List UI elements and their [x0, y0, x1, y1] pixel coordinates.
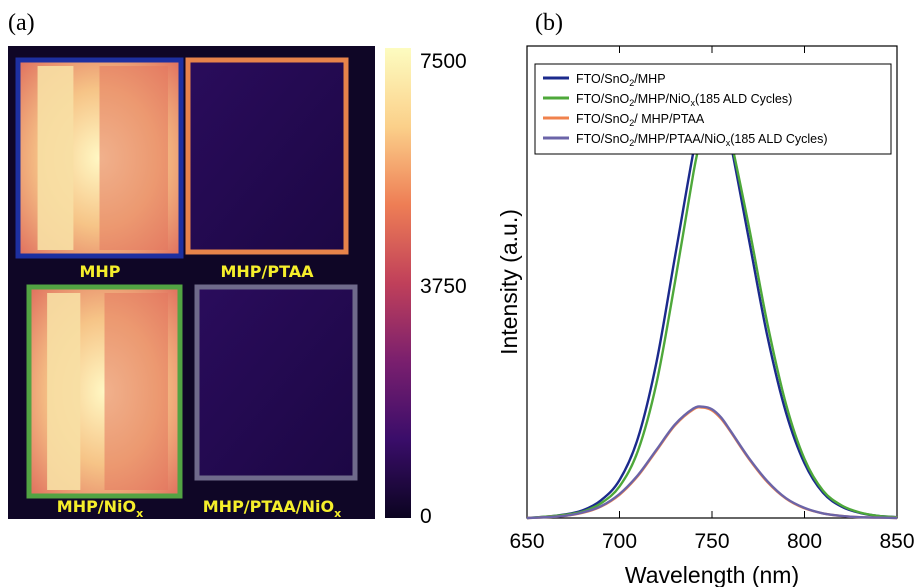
- tile-image: [188, 60, 346, 252]
- legend-label-sub: 2: [629, 118, 634, 128]
- legend-label: FTO/SnO2/MHP/PTAA/NiOx(185 ALD Cycles): [576, 132, 828, 148]
- colorbar-gradient: [385, 48, 411, 518]
- legend-label-part: (185 ALD Cycles): [730, 132, 827, 146]
- legend-entry: FTO/SnO2/MHP/PTAA/NiOx(185 ALD Cycles): [543, 132, 828, 148]
- tile-label-main: MHP/NiO: [57, 497, 136, 516]
- tile-dim-region: [99, 66, 168, 250]
- x-tick-label: 850: [879, 530, 914, 553]
- legend-label-part: FTO/SnO: [576, 132, 630, 146]
- tile-border: [15, 57, 184, 259]
- x-tick-label: 800: [787, 530, 822, 553]
- tile-mhp: MHP: [15, 57, 184, 281]
- tile-label-main: MHP/PTAA: [220, 262, 314, 281]
- colorbar-max-label: 7500: [420, 50, 467, 73]
- x-tick-label: 650: [509, 530, 544, 553]
- series-line-3: [526, 405, 898, 520]
- panel-b-label: (b): [535, 10, 563, 36]
- legend-label-sub: 2: [629, 138, 634, 148]
- colorbar-min-label: 0: [420, 505, 432, 528]
- tile-label-main: MHP: [79, 262, 120, 281]
- tile-label: MHP/PTAA/NiOx: [203, 497, 341, 520]
- panel-a-label: (a): [8, 10, 35, 36]
- legend-label-sub: 2: [629, 78, 634, 88]
- tile-mhp-ptaa: MHP/PTAA: [185, 57, 349, 281]
- tile-label-main: MHP/PTAA/NiO: [203, 497, 334, 516]
- tile-bright-band: [37, 66, 74, 250]
- legend-label-part: FTO/SnO: [576, 112, 630, 126]
- legend-label-part: FTO/SnO: [576, 72, 630, 86]
- tile-label: MHP: [79, 262, 120, 281]
- colorbar-mid-label: 3750: [420, 275, 467, 298]
- y-axis-label: Intensity (a.u.): [496, 209, 522, 355]
- tile-label-sub: x: [136, 507, 143, 520]
- pl-spectrum-chart: 650 700 750 800 850 FTO/SnO2/MHPFTO/SnO2/MHP…: [496, 45, 915, 587]
- legend-label-part: /MHP: [634, 72, 665, 86]
- tile-image: [197, 287, 355, 478]
- tile-label: MHP/PTAA: [220, 262, 314, 281]
- tile-border: [185, 57, 349, 255]
- tile-dim-region: [104, 293, 168, 490]
- legend-label-part: /MHP/PTAA/NiO: [634, 132, 726, 146]
- tile-mhp-niox: MHP/NiOx: [26, 284, 183, 520]
- legend-entry: FTO/SnO2/MHP: [543, 72, 666, 88]
- tile-mhp-ptaa-niox: MHP/PTAA/NiOx: [194, 284, 358, 520]
- legend-label-part: (185 ALD Cycles): [695, 92, 792, 106]
- legend-label: FTO/SnO2/MHP: [576, 72, 666, 88]
- tile-border: [194, 284, 358, 481]
- legend-box: [534, 63, 892, 155]
- x-axis-label: Wavelength (nm): [625, 562, 799, 587]
- x-tick-label: 700: [602, 530, 637, 553]
- colorbar: 7500 3750 0: [385, 48, 467, 528]
- tile-label: MHP/NiOx: [57, 497, 143, 520]
- legend-entry: FTO/SnO2/MHP/NiOx(185 ALD Cycles): [543, 92, 792, 108]
- legend-label-sub: 2: [629, 98, 634, 108]
- legend-label: FTO/SnO2/MHP/NiOx(185 ALD Cycles): [576, 92, 792, 108]
- legend-entry: FTO/SnO2/ MHP/PTAA: [543, 112, 705, 128]
- legend-label-part: / MHP/PTAA: [634, 112, 705, 126]
- legend-label-part: /MHP/NiO: [634, 92, 691, 106]
- tile-bright-band: [47, 293, 81, 490]
- tile-label-sub: x: [334, 507, 341, 520]
- tile-border: [26, 284, 183, 499]
- legend-label-part: FTO/SnO: [576, 92, 630, 106]
- legend-label-sub: x: [691, 98, 696, 108]
- legend-label-sub: x: [726, 138, 731, 148]
- legend-label: FTO/SnO2/ MHP/PTAA: [576, 112, 705, 128]
- x-tick-label: 750: [694, 530, 729, 553]
